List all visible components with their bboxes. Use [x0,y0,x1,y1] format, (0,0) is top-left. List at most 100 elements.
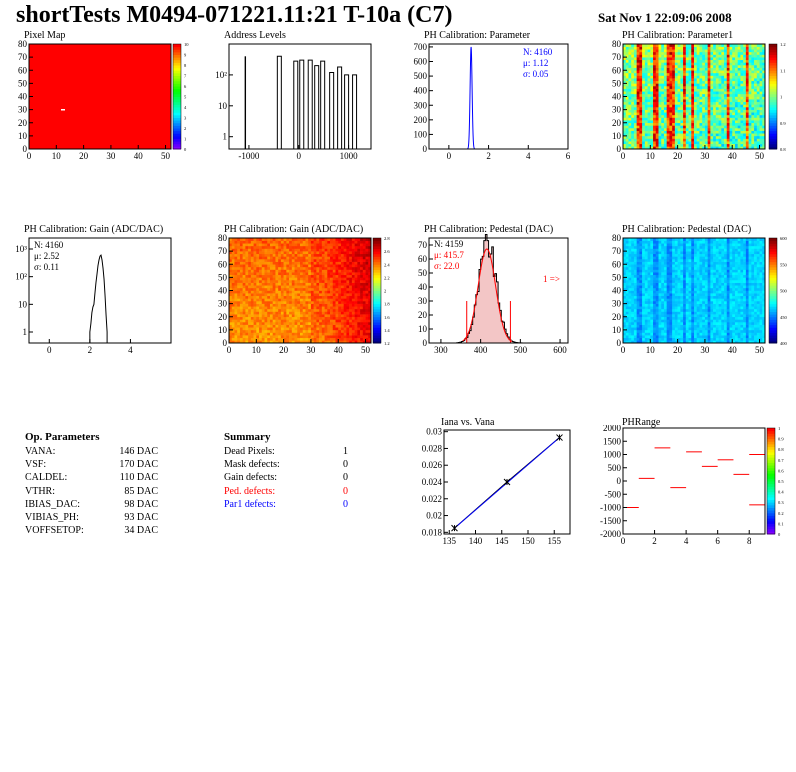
heatmap-cell [302,337,306,341]
heatmap-cell [721,125,725,129]
heatmap-cell [286,316,290,320]
heatmap-cell [653,138,657,142]
heatmap-cell [639,104,643,108]
heatmap-cell [324,329,328,333]
y-tick-label: 10 [18,131,28,141]
heatmap-cell [351,303,355,307]
heatmap-cell [663,96,667,100]
heatmap-cell [650,67,654,71]
heatmap-cell [642,59,646,63]
heatmap-cell [696,128,700,131]
heatmap-cell [261,306,265,310]
heatmap-cell [338,295,342,299]
heatmap-cell [661,62,665,66]
heatmap-cell [751,114,755,118]
heatmap-cell [647,99,651,103]
colorbar-cell [173,54,181,58]
heatmap-cell [644,130,648,134]
heatmap-cell [289,251,293,255]
heatmap-cell [740,80,744,84]
heatmap-cell [680,101,684,105]
heatmap-cell [368,269,372,273]
heatmap-cell [751,75,755,79]
heatmap-cell [737,72,741,76]
heatmap-cell [275,314,279,318]
heatmap-cell [647,290,651,294]
heatmap-cell [734,125,738,129]
heatmap-cell [237,301,241,304]
heatmap-cell [267,329,271,333]
heatmap-cell [628,101,632,105]
heatmap-cell [229,306,233,310]
heatmap-cell [655,67,659,71]
heatmap-cell [245,337,249,341]
heatmap-cell [721,57,725,61]
heatmap-cell [724,101,728,105]
heatmap-cell [623,261,627,265]
heatmap-cell [327,295,331,299]
heatmap-cell [256,274,260,278]
heatmap-cell [332,245,336,249]
colorbar-label: 1.6 [384,315,390,320]
heatmap-cell [316,295,320,299]
heatmap-cell [272,248,276,252]
heatmap-cell [685,120,689,124]
heatmap-cell [261,311,265,315]
heatmap-cell [248,266,252,270]
heatmap-cell [250,251,254,255]
heatmap-cell [674,138,678,142]
colorbar-cell [173,109,181,113]
heatmap-cell [327,238,331,241]
heatmap-cell [661,101,665,105]
heatmap-cell [346,329,350,333]
address-peak [276,55,282,149]
heatmap-cell [745,67,749,71]
heatmap-cell [710,141,714,145]
heatmap-cell [669,57,673,61]
heatmap-cell [628,141,632,145]
heatmap-cell [647,44,651,47]
heatmap-cell [267,282,271,286]
heatmap-cell [751,46,755,50]
heatmap-cell [250,261,254,265]
heatmap-cell [294,293,298,297]
heatmap-cell [275,293,279,297]
heatmap-cell [360,311,364,315]
heatmap-cell [291,264,295,268]
colorbar-cell [769,143,777,147]
heatmap-cell [291,277,295,281]
heatmap-cell [650,243,654,247]
colorbar-cell [173,99,181,103]
heatmap-cell [696,120,700,124]
heatmap-cell [653,264,657,268]
heatmap-cell [286,303,290,307]
heatmap-cell [628,120,632,124]
heatmap-cell [316,280,320,283]
heatmap-cell [368,337,372,341]
date-stamp: Sat Nov 1 22:09:06 2008 [598,10,732,25]
heatmap-cell [237,308,241,312]
heatmap-cell [658,70,662,74]
heatmap-cell [653,143,657,147]
heatmap-cell [677,138,681,142]
heatmap-cell [319,327,323,331]
heatmap-cell [256,245,260,249]
heatmap-cell [699,44,703,47]
heatmap-cell [762,122,766,126]
heatmap-cell [721,99,725,103]
heatmap-cell [688,86,692,89]
heatmap-cell [756,72,760,76]
heatmap-cell [724,62,728,66]
heatmap-cell [658,107,662,110]
heatmap-cell [633,67,637,71]
heatmap-cell [726,91,730,95]
heatmap-cell [628,112,632,116]
heatmap-cell [335,324,339,328]
heatmap-cell [286,301,290,304]
heatmap-cell [625,261,629,265]
heatmap-cell [280,280,284,283]
heatmap-cell [368,295,372,299]
heatmap-cell [313,251,317,255]
heatmap-cell [650,101,654,105]
heatmap-cell [327,272,331,276]
